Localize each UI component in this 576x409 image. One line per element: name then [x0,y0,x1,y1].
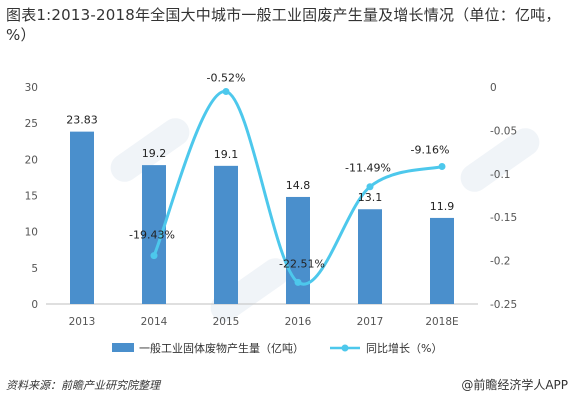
y-right-tick-label: -0.15 [490,212,517,224]
line-point [222,88,230,96]
line-value-label: -0.52% [207,72,246,85]
line-point [150,252,158,260]
bar-value-label: 23.83 [66,114,98,127]
line-point [366,183,374,191]
brand-credit: @前瞻经济学人APP [461,378,568,392]
line-series [150,88,446,286]
bar-series [70,131,454,304]
y-right-tick-label: -0.25 [490,299,517,311]
bar [70,131,94,304]
line-point [438,163,446,171]
source-note: 资料来源：前瞻产业研究院整理 [6,379,160,392]
x-tick-label: 2013 [69,316,96,328]
legend-bar-label: 一般工业固体废物产生量（亿吨） [139,341,304,355]
y-left-tick-label: 20 [25,154,38,166]
y-right-tick-label: -0.05 [490,125,517,137]
bar [214,165,238,304]
line-point [294,278,302,286]
legend-bar-swatch [112,343,134,352]
legend-line-marker [341,344,349,352]
x-tick-label: 2016 [285,316,312,328]
x-tick-label: 2017 [357,316,384,328]
bar-value-label: 11.9 [430,200,455,213]
bar-value-label: 14.8 [286,179,311,192]
bar [430,217,454,304]
x-tick-label: 2015 [213,316,240,328]
bar [286,196,310,304]
watermark-2 [460,128,540,192]
line-value-label: -22.51% [279,257,325,270]
chart-title: 图表1:2013-2018年全国大中城市一般工业固废产生量及增长情况（单位：亿吨… [6,6,561,44]
watermark-1 [110,118,190,182]
line-value-label: -11.49% [345,162,391,175]
y-left-tick-label: 25 [25,118,38,130]
axes: 0 5 10 15 20 25 30 0 -0.05 -0.1 -0.15 -0.2 -0.25 2013… [25,82,518,328]
y-left-tick-label: 0 [31,299,38,311]
x-tick-label: 2018E [425,316,458,328]
legend-line-label: 同比增长（%） [366,341,442,355]
bar [358,209,382,304]
y-left-tick-label: 10 [25,227,38,239]
y-left-tick-label: 30 [25,82,38,94]
y-right-tick-label: 0 [490,82,497,94]
watermarks [110,118,540,322]
watermark-3 [210,258,290,322]
bar-value-label: 13.1 [358,191,383,204]
line-value-label: -19.43% [129,229,175,242]
legend: 一般工业固体废物产生量（亿吨） 同比增长（%） [112,341,442,355]
bar-value-label: 19.1 [214,148,239,161]
data-labels: 23.83 19.2 19.1 14.8 13.1 11.9 -19.43% -0.52% -2… [66,72,454,271]
line-value-label: -9.16% [411,144,450,157]
y-left-tick-label: 5 [31,263,38,275]
y-right-tick-label: -0.2 [490,256,511,268]
bar-value-label: 19.2 [142,147,167,160]
y-right-tick-label: -0.1 [490,169,511,181]
x-tick-label: 2014 [141,316,168,328]
y-left-tick-label: 15 [25,191,38,203]
